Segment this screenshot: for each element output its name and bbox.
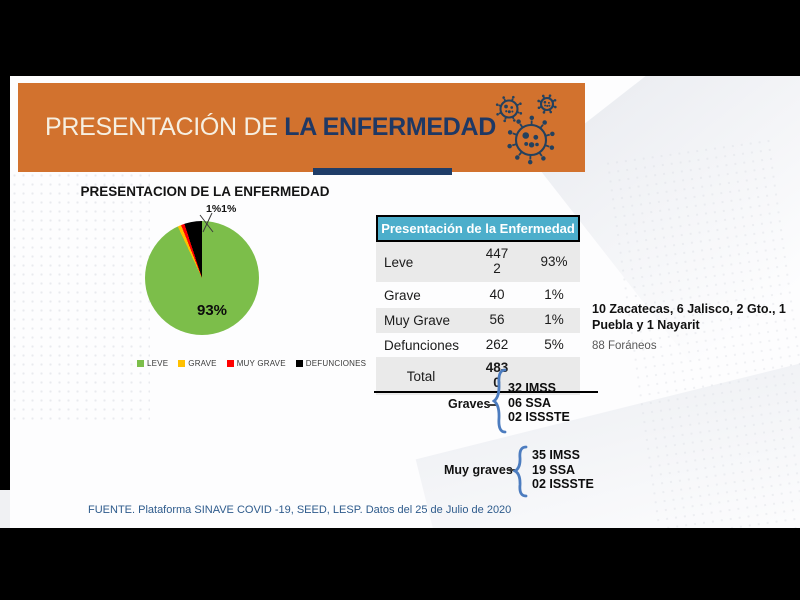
left-edge-notch — [0, 490, 10, 528]
cell-percent: 5% — [544, 336, 564, 352]
cell-label: Total — [406, 368, 436, 384]
muy-graves-brace — [513, 445, 528, 498]
title-underline-bar — [313, 168, 452, 175]
legend-item-defunciones: DEFUNCIONES — [295, 359, 367, 368]
pie-chart — [145, 221, 259, 335]
table-header: Presentación de la Enfermedad — [376, 215, 580, 242]
legend-label-grave: GRAVE — [188, 359, 217, 368]
cell-percent: 93% — [540, 253, 568, 269]
cell-percent: 1% — [544, 286, 564, 302]
cell-percent: 1% — [544, 312, 564, 328]
cell-label: Leve — [384, 254, 414, 270]
dot-pattern-left — [10, 171, 150, 421]
legend-swatch-muy-grave — [226, 360, 234, 367]
pie-legend: LEVE GRAVE MUY GRAVE DEFUNCIONES — [137, 359, 366, 368]
pie-callout-lines — [199, 212, 214, 233]
source-footer: FUENTE. Plataforma SINAVE COVID -19, SEE… — [88, 504, 512, 516]
cell-label: Defunciones — [384, 337, 460, 353]
legend-swatch-defunciones — [295, 360, 303, 367]
muy-graves-label: Muy graves — [444, 463, 513, 477]
legend-item-muy-grave: MUY GRAVE — [226, 359, 286, 368]
muy-graves-dash — [507, 469, 515, 471]
legend-swatch-grave — [178, 360, 186, 367]
legend-swatch-leve — [137, 360, 144, 367]
table-row-grave: Grave 40 1% — [376, 282, 580, 308]
table-row-leve: Leve 447 2 93% — [376, 242, 580, 282]
cell-value: 40 — [489, 286, 505, 302]
foraneos-note: 88 Foráneos — [592, 340, 657, 352]
table-row-defunciones: Defunciones 262 5% — [376, 333, 580, 357]
table-row-total: Total 483 0 — [376, 357, 580, 395]
muy-graves-items: 35 IMSS 19 SSA 02 ISSSTE — [532, 448, 594, 491]
cell-value: 447 2 — [485, 246, 509, 276]
legend-item-leve: LEVE — [137, 359, 168, 368]
graves-label: Graves — [448, 397, 491, 411]
presentation-slide: PRESENTACIÓN DE LA ENFERMEDAD PRESENTACI… — [10, 76, 800, 528]
pie-callout-label: 1%1% — [206, 203, 237, 215]
cell-value: 262 — [485, 336, 509, 352]
slide-title-banner: PRESENTACIÓN DE LA ENFERMEDAD — [18, 83, 585, 172]
cell-label: Muy Grave — [384, 313, 451, 328]
table-bottom-border — [374, 391, 598, 393]
graves-items: 32 IMSS 06 SSA 02 ISSSTE — [508, 381, 570, 424]
coronavirus-icons — [495, 94, 557, 165]
slide-title-light: PRESENTACIÓN DE — [45, 113, 285, 141]
disease-table: Presentación de la Enfermedad Leve 447 2… — [376, 215, 580, 395]
graves-brace — [492, 368, 507, 434]
legend-label-muy-grave: MUY GRAVE — [236, 359, 286, 368]
legend-label-defunciones: DEFUNCIONES — [305, 359, 367, 368]
graves-dash — [487, 404, 496, 406]
cell-label: Grave — [384, 287, 421, 303]
legend-item-grave: GRAVE — [178, 359, 216, 368]
states-note: 10 Zacatecas, 6 Jalisco, 2 Gto., 1 Puebl… — [592, 302, 786, 332]
table-row-muy-grave: Muy Grave 56 1% — [376, 308, 580, 333]
chart-title: PRESENTACION DE LA ENFERMEDAD — [80, 184, 330, 199]
cell-value: 56 — [489, 312, 505, 328]
slide-title-dark: LA ENFERMEDAD — [284, 113, 497, 141]
pie-inside-label: 93% — [196, 302, 228, 319]
legend-label-leve: LEVE — [147, 359, 169, 368]
